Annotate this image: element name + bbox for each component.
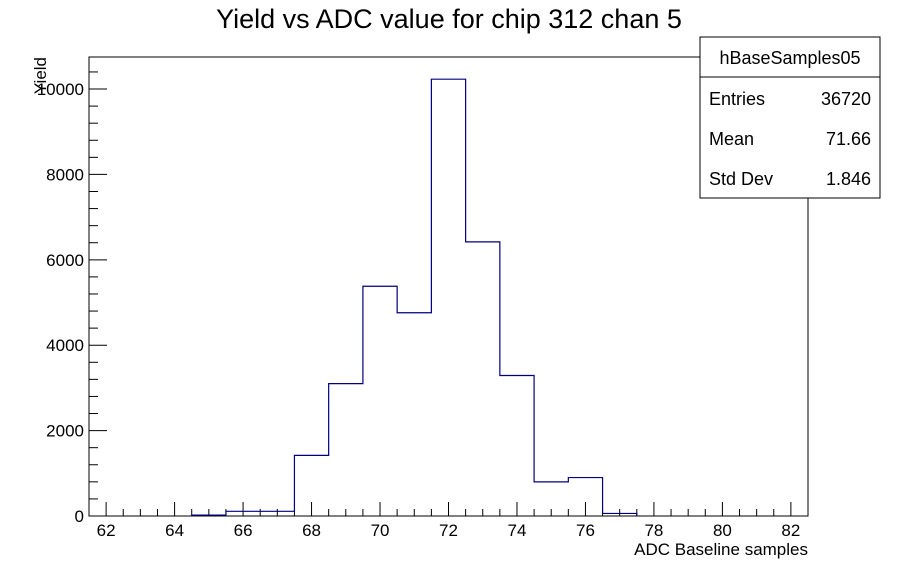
stats-value-stddev: 1.846: [826, 169, 871, 189]
stats-label-stddev: Std Dev: [709, 169, 773, 189]
y-axis-label: Yield: [31, 57, 50, 94]
x-tick-label: 70: [371, 521, 390, 540]
stats-box: hBaseSamples05 Entries 36720 Mean 71.66 …: [699, 36, 881, 199]
y-axis: 0 2000 4000 6000 8000 10000: [37, 71, 107, 526]
y-tick-label: 2000: [46, 422, 84, 441]
histogram-line: [191, 78, 638, 516]
stats-box-frame: [699, 36, 881, 199]
y-tick-label: 8000: [46, 165, 84, 184]
x-tick-label: 66: [234, 521, 253, 540]
y-tick-label: 10000: [37, 80, 84, 99]
stats-value-mean: 71.66: [826, 129, 871, 149]
y-tick-label: 4000: [46, 336, 84, 355]
stats-name: hBaseSamples05: [719, 48, 860, 68]
x-tick-label: 82: [781, 521, 800, 540]
stats-label-entries: Entries: [709, 89, 765, 109]
y-tick-label: 0: [75, 507, 84, 526]
x-tick-label: 62: [97, 521, 116, 540]
x-tick-label: 74: [508, 521, 527, 540]
x-tick-label: 80: [713, 521, 732, 540]
x-tick-label: 78: [644, 521, 663, 540]
x-tick-label: 64: [165, 521, 184, 540]
x-axis: 62 64 66 68 70 72 74 76 78 80 82: [97, 502, 800, 540]
stats-value-entries: 36720: [821, 89, 871, 109]
x-tick-label: 76: [576, 521, 595, 540]
x-tick-label: 68: [302, 521, 321, 540]
x-axis-label: ADC Baseline samples: [634, 540, 808, 559]
x-tick-label: 72: [439, 521, 458, 540]
stats-label-mean: Mean: [709, 129, 754, 149]
y-tick-label: 6000: [46, 251, 84, 270]
chart-title: Yield vs ADC value for chip 312 chan 5: [216, 4, 682, 34]
